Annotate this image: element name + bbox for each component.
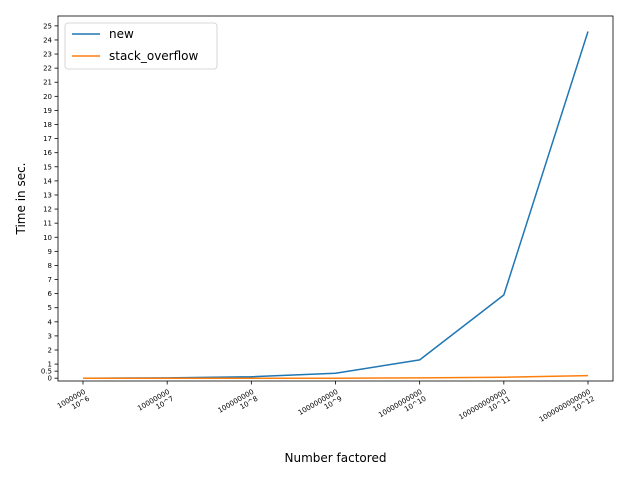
y-tick-label: 21 [43,79,52,87]
legend-label-stack-overflow: stack_overflow [109,49,199,63]
y-tick-label: 12 [43,206,52,214]
plot-frame [57,15,614,382]
x-tick-label: 10000000010^8 [217,388,260,422]
legend-label-new: new [109,27,134,41]
y-ticks: 00.5123456789101112131415161718192021222… [41,22,58,383]
y-tick-label: 8 [48,262,52,270]
x-tick-label: 1000000000010^10 [377,388,427,426]
y-tick-label: 5 [48,304,52,312]
series-layer [82,31,589,379]
y-tick-label: 19 [43,107,52,115]
y-tick-label: 6 [48,290,53,298]
y-tick-label: 1 [48,361,52,369]
y-axis-label: Time in sec. [14,163,28,236]
x-tick-label: 100000010^6 [56,388,91,418]
x-tick-label: 100000000000010^12 [538,388,596,431]
y-tick-label: 3 [48,332,52,340]
y-tick-label: 11 [43,220,52,228]
y-tick-label: 4 [48,318,53,326]
y-tick-label: 13 [43,191,52,199]
series-line-stack-overflow [83,374,589,379]
x-axis-label: Number factored [285,451,387,465]
y-tick-label: 17 [43,135,52,143]
y-tick-label: 16 [43,149,52,157]
legend-box [64,22,218,70]
x-tick-label: 100000000010^9 [297,388,344,424]
y-tick-label: 14 [43,177,52,185]
y-tick-label: 0 [48,375,52,383]
x-ticks: 100000010^6 1000000010^7 10000000010^8 1000… [56,381,596,431]
x-tick-label: 1000000010^7 [136,388,175,420]
y-tick-label: 23 [43,51,52,59]
y-tick-label: 22 [43,65,52,73]
y-tick-label: 0.5 [41,368,52,376]
y-tick-label: 15 [43,163,52,171]
y-tick-label: 25 [43,22,52,30]
y-tick-label: 24 [43,36,52,44]
y-tick-label: 18 [43,121,52,129]
x-tick-label: 10000000000010^11 [458,388,512,429]
y-tick-label: 7 [48,276,52,284]
y-tick-label: 9 [48,248,52,256]
y-tick-label: 10 [43,234,52,242]
legend: new stack_overflow [64,22,218,70]
plot-background [58,16,613,381]
y-tick-label: 20 [43,93,52,101]
y-tick-label: 2 [48,346,52,354]
